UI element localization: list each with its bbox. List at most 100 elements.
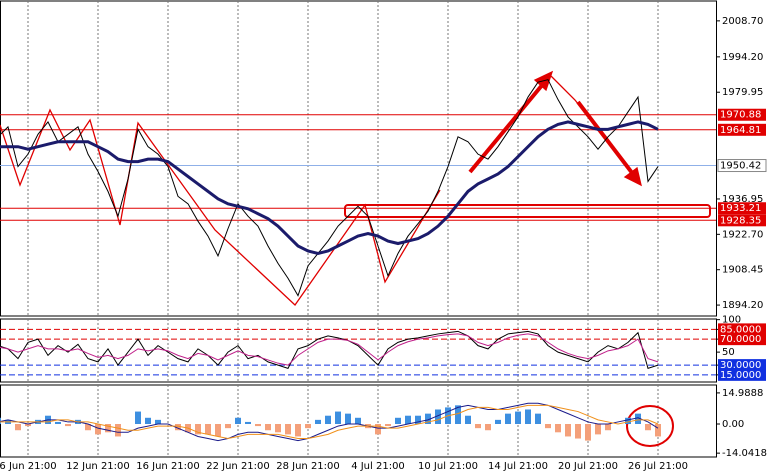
- y-tick-label: 1922.70: [722, 229, 763, 240]
- panel-border: [0, 0, 717, 317]
- histogram-bar: [345, 413, 351, 425]
- histogram-bar: [605, 424, 611, 431]
- histogram-bar: [115, 424, 121, 437]
- histogram-bar: [585, 424, 591, 441]
- histogram-bar: [515, 411, 521, 425]
- last-price-label: 1950.42: [720, 161, 761, 172]
- level-box: [718, 323, 766, 336]
- y-tick-label: 15.0000: [720, 370, 761, 381]
- histogram-bar: [395, 417, 401, 425]
- histogram-bar: [355, 417, 361, 425]
- histogram-bar: [205, 424, 211, 435]
- series-line: [0, 120, 659, 255]
- histogram-bar: [175, 424, 181, 431]
- histogram-bar: [225, 424, 231, 429]
- arrow-down: [576, 100, 638, 180]
- histogram-bar: [255, 424, 261, 427]
- level-label: 1970.88: [720, 110, 761, 121]
- histogram-bar: [525, 409, 531, 425]
- histogram-bar: [105, 424, 111, 433]
- panels: [0, 0, 717, 458]
- histogram-bar: [435, 409, 441, 425]
- histogram-bar: [375, 424, 381, 435]
- histogram-bar: [285, 424, 291, 435]
- level-box: [718, 214, 766, 227]
- histogram-bar: [55, 421, 61, 425]
- histogram-bar: [195, 424, 201, 435]
- x-tick-label: 14 Jul 21:00: [488, 461, 548, 472]
- zigzag: [0, 108, 441, 306]
- histogram-bar: [545, 424, 551, 429]
- histogram-bar: [645, 424, 651, 431]
- histogram-bar: [305, 424, 311, 429]
- y-tick-label: 100: [722, 315, 741, 326]
- x-tick-label: 28 Jun 21:00: [276, 461, 340, 472]
- histogram-bar: [425, 413, 431, 425]
- level-box: [718, 202, 766, 215]
- y-tick-label: -14.0418: [722, 448, 767, 459]
- histogram-bar: [145, 417, 151, 425]
- histogram-bar: [635, 413, 641, 425]
- histogram-bar: [275, 424, 281, 433]
- histogram-bar: [295, 424, 301, 437]
- y-tick-label: 85.0000: [720, 324, 761, 335]
- series-line: [0, 333, 659, 366]
- series-line: [0, 79, 659, 297]
- arrow-down-head: [623, 166, 642, 187]
- x-tick-label: 12 Jun 21:00: [66, 461, 130, 472]
- histogram-bar: [655, 424, 661, 437]
- y-tick-label: 1908.45: [722, 265, 763, 276]
- x-tick-label: 16 Jun 21:00: [136, 461, 200, 472]
- histogram-bar: [265, 424, 271, 431]
- level-box: [718, 123, 766, 136]
- level-label: 1933.21: [720, 203, 761, 214]
- histogram-bar: [625, 417, 631, 425]
- histogram-bar: [95, 424, 101, 435]
- histogram-bar: [575, 424, 581, 439]
- level-label: 1964.81: [720, 125, 761, 136]
- histogram-bar: [0, 417, 1, 425]
- histogram-bar: [485, 424, 491, 431]
- histogram-bar: [215, 424, 221, 437]
- level-box: [718, 368, 766, 381]
- histogram-bar: [85, 424, 91, 431]
- histogram-bar: [325, 415, 331, 425]
- level-box: [718, 333, 766, 346]
- histogram-bar: [465, 415, 471, 425]
- histogram-bar: [455, 405, 461, 425]
- x-tick-label: 22 Jun 21:00: [206, 461, 270, 472]
- histogram-bar: [475, 424, 481, 429]
- histogram-bar: [565, 424, 571, 437]
- y-tick-label: 30.0000: [720, 360, 761, 371]
- level-label: 1928.35: [720, 215, 761, 226]
- panel-border: [0, 318, 717, 383]
- level-box: [718, 108, 766, 121]
- y-tick-label: 1894.20: [722, 300, 763, 311]
- histogram-bar: [335, 411, 341, 425]
- histogram-bar: [505, 413, 511, 425]
- histogram-bar: [385, 424, 391, 427]
- histogram-bar: [65, 424, 71, 427]
- y-tick-label: 70.0000: [720, 334, 761, 345]
- y-tick-label: 1979.95: [722, 87, 763, 98]
- histogram-bar: [405, 415, 411, 425]
- y-tick-label: 2008.70: [722, 16, 763, 27]
- level-box: [718, 359, 766, 372]
- histogram-bar: [235, 417, 241, 425]
- y-tick-label: 1994.20: [722, 52, 763, 63]
- histogram-bar: [15, 424, 21, 431]
- histogram-bar: [495, 419, 501, 425]
- histogram-bar: [25, 424, 31, 427]
- histogram-bar: [315, 419, 321, 425]
- histogram-bar: [135, 411, 141, 425]
- highlight-circle: [626, 405, 674, 447]
- y-tick-label: 50: [722, 347, 735, 358]
- x-tick-label: 20 Jul 21:00: [558, 461, 618, 472]
- x-tick-label: 6 Jun 21:00: [0, 461, 57, 472]
- series-line: [0, 330, 659, 369]
- histogram-bar: [155, 419, 161, 425]
- histogram-bar: [535, 413, 541, 425]
- arrow-up: [468, 76, 550, 174]
- histogram-bar: [555, 424, 561, 433]
